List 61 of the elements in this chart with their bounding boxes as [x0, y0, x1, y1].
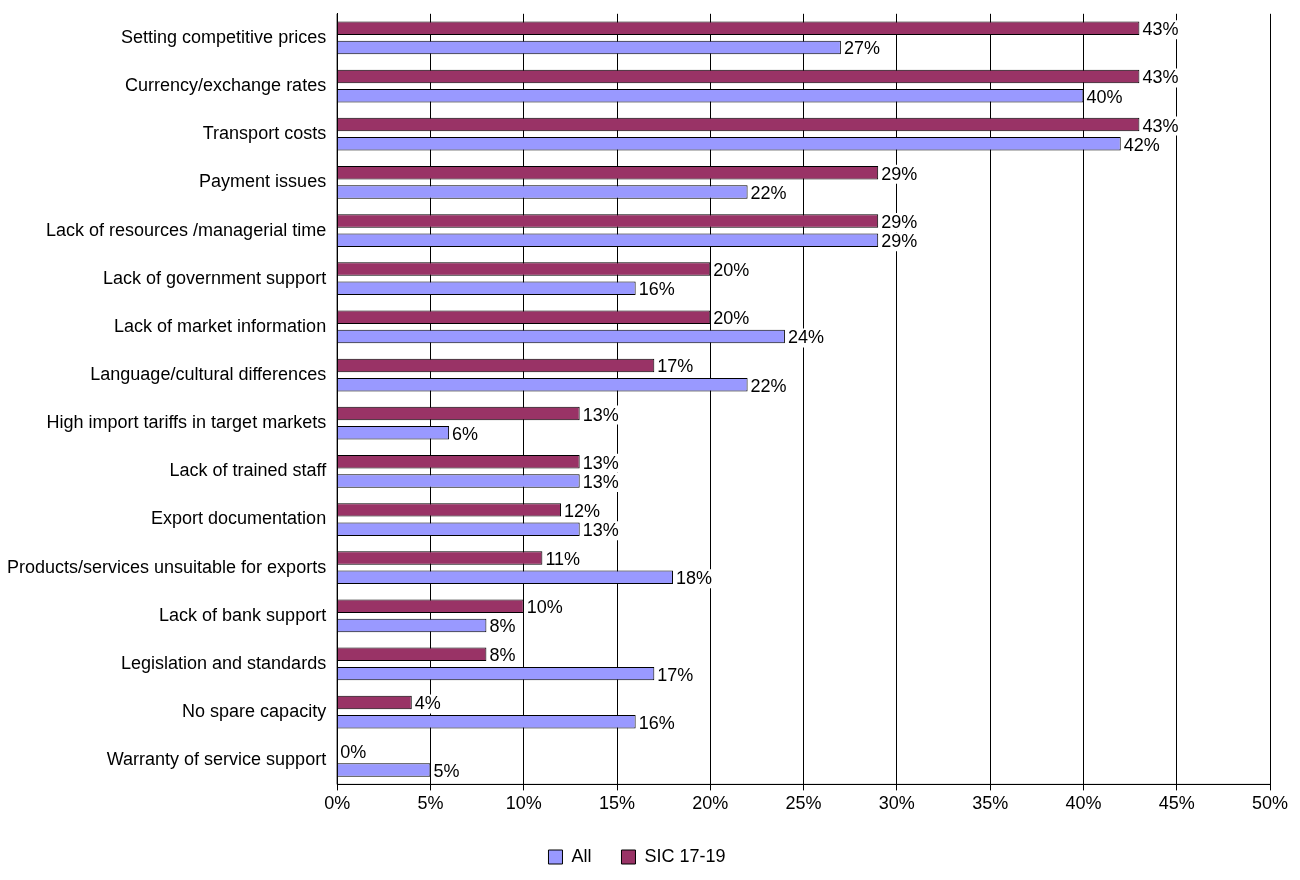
data-label: 5%: [433, 760, 460, 781]
data-label: 22%: [750, 182, 787, 203]
x-tick-label: 25%: [785, 793, 822, 814]
y-tick-label: Lack of government support: [103, 267, 327, 288]
data-label: 13%: [582, 520, 619, 541]
y-tick-label: Lack of trained staff: [169, 460, 328, 481]
legend-label: All: [571, 845, 592, 866]
y-tick-label: Lack of resources /managerial time: [46, 219, 327, 240]
y-tick-label: No spare capacity: [182, 701, 327, 722]
data-label: 43%: [1142, 115, 1179, 136]
data-label: 10%: [526, 597, 563, 618]
data-label: 8%: [489, 616, 516, 637]
x-tick-label: 15%: [598, 793, 636, 814]
y-tick-label: Setting competitive prices: [121, 26, 327, 47]
y-tick-label: High import tariffs in target markets: [46, 412, 327, 433]
y-tick-label: Payment issues: [199, 171, 327, 192]
x-tick-label: 50%: [1251, 793, 1289, 814]
data-label: 42%: [1123, 134, 1160, 155]
data-label: 0%: [340, 741, 367, 762]
x-tick-label: 30%: [878, 793, 915, 814]
x-tick-label: 10%: [505, 793, 542, 814]
y-tick-label: Export documentation: [151, 508, 327, 529]
data-label: 17%: [657, 356, 694, 377]
data-label: 24%: [787, 327, 824, 348]
data-label: 20%: [713, 260, 750, 281]
x-tick-label: 35%: [972, 793, 1009, 814]
y-tick-label: Language/cultural differences: [90, 363, 327, 384]
y-tick-label: Warranty of service support: [106, 749, 327, 770]
x-tick-label: 0%: [324, 793, 351, 814]
data-label: 22%: [750, 375, 787, 396]
data-label: 16%: [638, 712, 675, 733]
data-label: 12%: [564, 500, 601, 521]
data-label: 17%: [657, 664, 694, 685]
y-tick-label: Currency/exchange rates: [125, 75, 327, 96]
y-tick-label: Lack of bank support: [159, 604, 327, 625]
y-tick-label: Products/services unsuitable for exports: [6, 556, 327, 577]
x-tick-label: 5%: [417, 793, 444, 814]
data-label: 20%: [713, 308, 750, 329]
data-label: 29%: [881, 231, 918, 252]
x-tick-label: 20%: [692, 793, 729, 814]
x-tick-label: 40%: [1065, 793, 1102, 814]
data-label: 16%: [638, 279, 675, 300]
data-label: 13%: [582, 471, 619, 492]
y-tick-label: Transport costs: [202, 123, 327, 144]
data-label: 6%: [452, 423, 479, 444]
data-label: 4%: [414, 693, 441, 714]
data-label: 13%: [582, 404, 619, 425]
data-label: 18%: [675, 568, 713, 589]
data-label: 11%: [545, 549, 581, 570]
x-tick-label: 45%: [1158, 793, 1195, 814]
data-label: 29%: [881, 211, 918, 232]
data-label: 43%: [1142, 19, 1179, 40]
data-label: 13%: [582, 452, 619, 473]
data-label: 27%: [843, 38, 880, 59]
y-tick-label: Lack of market information: [114, 315, 327, 336]
y-tick-label: Legislation and standards: [120, 652, 327, 673]
data-label: 40%: [1086, 86, 1123, 107]
legend-label: SIC 17-19: [644, 845, 726, 866]
data-label: 8%: [489, 645, 516, 666]
data-label: 43%: [1142, 67, 1179, 88]
data-label: 29%: [881, 163, 918, 184]
